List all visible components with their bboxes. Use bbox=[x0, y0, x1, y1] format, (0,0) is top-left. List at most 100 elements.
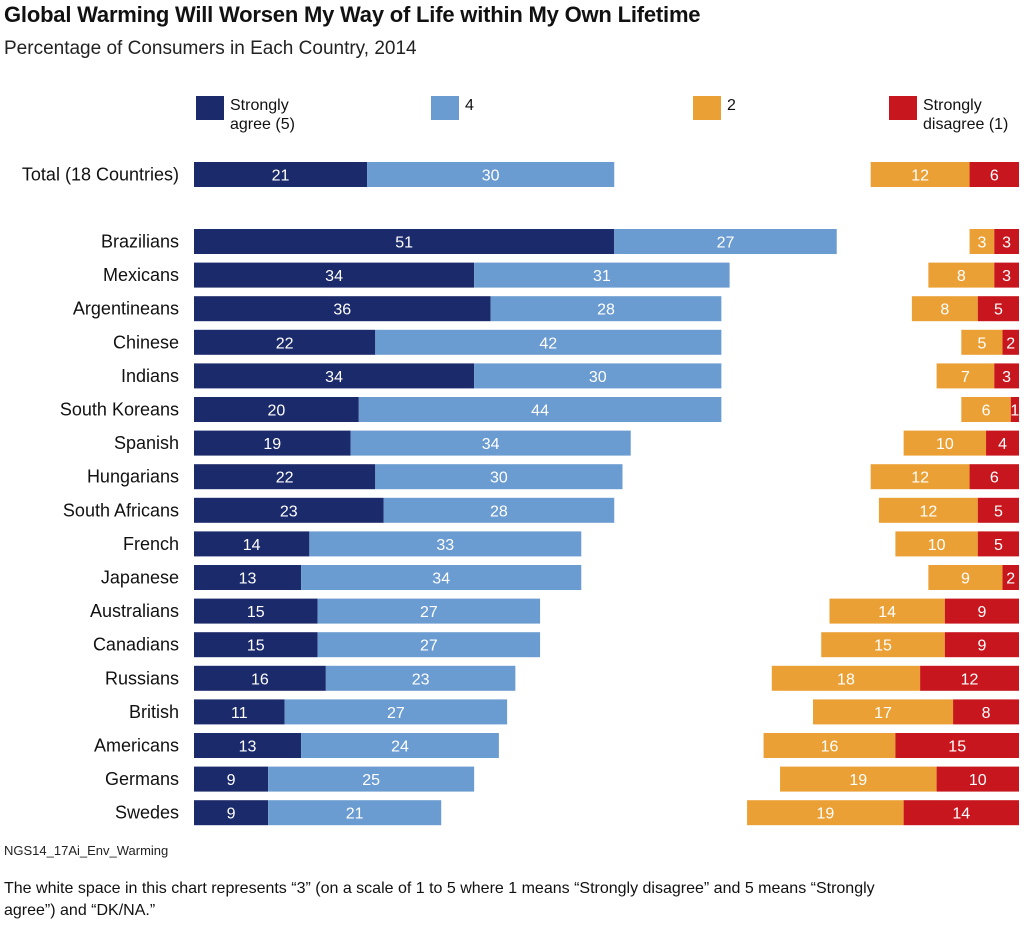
category-label: Spanish bbox=[114, 433, 179, 453]
bar-strongly-disagree bbox=[1010, 397, 1019, 422]
bar-strongly-agree bbox=[194, 665, 326, 691]
bar-agree bbox=[317, 598, 541, 624]
category-label: Japanese bbox=[101, 568, 179, 588]
category-label: South Africans bbox=[63, 500, 179, 520]
data-label-strongly-agree: 22 bbox=[276, 335, 294, 352]
bar-strongly-disagree bbox=[994, 229, 1019, 254]
category-label: French bbox=[123, 534, 179, 554]
data-label-agree: 42 bbox=[539, 335, 557, 352]
bar-disagree bbox=[771, 665, 921, 691]
data-label-strongly-disagree: 6 bbox=[990, 168, 999, 185]
bar-disagree bbox=[928, 565, 1003, 590]
bar-agree bbox=[490, 296, 722, 322]
category-label: Swedes bbox=[115, 803, 179, 823]
data-label-strongly-disagree: 5 bbox=[994, 503, 1003, 520]
data-label-strongly-disagree: 9 bbox=[977, 638, 986, 655]
category-label: Total (18 Countries) bbox=[22, 165, 179, 185]
category-label: Indians bbox=[121, 366, 179, 386]
data-label-disagree: 10 bbox=[928, 537, 946, 554]
bar-strongly-disagree bbox=[994, 262, 1019, 288]
data-label-strongly-agree: 16 bbox=[251, 671, 269, 688]
legend-strongly-disagree: Strongly disagree (1) bbox=[889, 96, 1008, 134]
bar-agree bbox=[301, 565, 582, 590]
legend-agree: 4 bbox=[431, 96, 474, 120]
bar-strongly-agree bbox=[194, 464, 376, 490]
bar-strongly-disagree bbox=[986, 430, 1019, 456]
bar-disagree bbox=[961, 329, 1003, 355]
bar-strongly-disagree bbox=[953, 699, 1019, 725]
bar-strongly-disagree bbox=[936, 766, 1019, 792]
data-label-strongly-disagree: 14 bbox=[952, 806, 970, 823]
bar-agree bbox=[317, 632, 541, 658]
data-label-agree: 28 bbox=[597, 302, 615, 319]
data-label-agree: 34 bbox=[482, 436, 500, 453]
data-label-disagree: 8 bbox=[957, 268, 966, 285]
chart-note: The white space in this chart represents… bbox=[4, 880, 875, 919]
bar-agree bbox=[325, 665, 516, 691]
bar-strongly-disagree bbox=[895, 733, 1019, 758]
data-label-agree: 21 bbox=[346, 806, 364, 823]
category-label: Russians bbox=[105, 668, 179, 688]
bar-agree bbox=[268, 800, 442, 826]
category-label: Argentineans bbox=[73, 299, 179, 319]
legend-label-disagree: 2 bbox=[727, 97, 736, 114]
data-label-agree: 30 bbox=[589, 369, 607, 386]
data-label-disagree: 5 bbox=[977, 335, 986, 352]
data-label-strongly-disagree: 2 bbox=[1006, 571, 1015, 588]
bar-strongly-agree bbox=[194, 531, 310, 557]
data-label-strongly-disagree: 10 bbox=[969, 772, 987, 789]
bar-strongly-disagree bbox=[1002, 565, 1019, 590]
data-label-strongly-disagree: 8 bbox=[982, 705, 991, 722]
data-label-agree: 23 bbox=[412, 671, 430, 688]
bar-disagree bbox=[928, 262, 995, 288]
category-label: Mexicans bbox=[103, 265, 179, 285]
data-label-disagree: 16 bbox=[821, 739, 839, 756]
data-label-strongly-disagree: 12 bbox=[961, 671, 979, 688]
bar-disagree bbox=[870, 162, 970, 187]
bar-disagree bbox=[780, 766, 937, 792]
data-label-agree: 25 bbox=[362, 772, 380, 789]
category-label: British bbox=[129, 702, 179, 722]
data-label-strongly-agree: 20 bbox=[268, 403, 286, 420]
bar-strongly-agree bbox=[194, 800, 269, 826]
data-label-agree: 33 bbox=[436, 537, 454, 554]
category-label: Canadians bbox=[93, 635, 179, 655]
data-label-strongly-disagree: 5 bbox=[994, 302, 1003, 319]
bar-agree bbox=[375, 329, 722, 355]
bar-agree bbox=[614, 229, 837, 254]
data-label-agree: 27 bbox=[420, 604, 438, 621]
data-label-strongly-agree: 19 bbox=[263, 436, 281, 453]
data-label-disagree: 12 bbox=[919, 503, 937, 520]
chart-subtitle: Percentage of Consumers in Each Country,… bbox=[4, 38, 417, 59]
data-label-strongly-disagree: 5 bbox=[994, 537, 1003, 554]
data-label-disagree: 18 bbox=[837, 671, 855, 688]
legend-swatch-disagree bbox=[693, 96, 721, 120]
data-label-disagree: 12 bbox=[911, 168, 929, 185]
data-label-strongly-agree: 14 bbox=[243, 537, 261, 554]
data-label-strongly-disagree: 3 bbox=[1002, 268, 1011, 285]
data-label-disagree: 9 bbox=[961, 571, 970, 588]
bar-disagree bbox=[903, 430, 987, 456]
bar-disagree bbox=[829, 598, 945, 624]
bar-strongly-disagree bbox=[969, 162, 1019, 187]
data-label-strongly-agree: 11 bbox=[231, 705, 248, 722]
bar-strongly-agree bbox=[194, 632, 318, 658]
data-label-disagree: 19 bbox=[849, 772, 867, 789]
legend-strongly-agree: Strongly agree (5) bbox=[196, 96, 295, 134]
legend-label-strongly-agree: Strongly agree (5) bbox=[230, 97, 295, 133]
data-label-strongly-agree: 13 bbox=[239, 571, 257, 588]
bar-strongly-agree bbox=[194, 430, 351, 456]
data-label-strongly-agree: 9 bbox=[227, 772, 236, 789]
data-label-strongly-agree: 34 bbox=[325, 268, 343, 285]
bar-strongly-agree bbox=[194, 296, 491, 322]
data-label-agree: 30 bbox=[482, 168, 500, 185]
data-label-agree: 44 bbox=[531, 403, 549, 420]
bar-disagree bbox=[763, 733, 896, 758]
data-label-agree: 27 bbox=[420, 638, 438, 655]
bar-disagree bbox=[961, 397, 1011, 422]
bar-strongly-disagree bbox=[944, 598, 1019, 624]
bar-agree bbox=[301, 733, 499, 758]
bar-strongly-disagree bbox=[994, 363, 1019, 389]
bar-strongly-agree bbox=[194, 363, 475, 389]
